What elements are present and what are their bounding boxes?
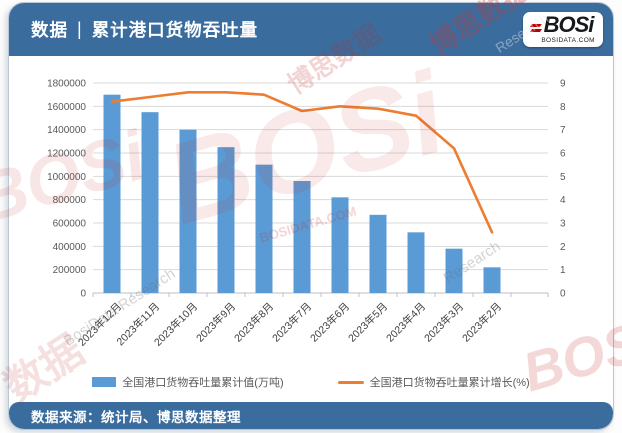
bosi-logo: BOSi BOSIDATA.COM <box>523 12 603 47</box>
report-card: 数据 | 累计港口货物吞吐量 BOSi BOSIDATA.COM 0 200000… <box>8 2 614 430</box>
left-axis-tick-label: 1200000 <box>47 149 86 160</box>
legend-bar-swatch-icon <box>92 377 117 387</box>
bar <box>407 232 425 293</box>
right-axis-tick-label: 4 <box>560 195 566 206</box>
x-axis-label: 2023年9月 <box>193 300 238 345</box>
right-axis-tick-label: 7 <box>560 125 566 136</box>
bar <box>483 267 501 293</box>
combo-chart: 0 200000 400000 600000 800000 1000000 1200000 1… <box>47 79 566 349</box>
page-title: 数据 | 累计港口货物吞吐量 <box>31 17 258 42</box>
right-axis-tick-label: 2 <box>560 242 566 253</box>
right-axis-tick-label: 5 <box>560 172 566 183</box>
right-axis-tick-label: 3 <box>560 219 566 230</box>
bar <box>331 197 349 293</box>
bar <box>369 214 387 293</box>
x-axis-label: 2023年3月 <box>421 300 466 345</box>
x-axis-label: 2023年6月 <box>307 300 352 345</box>
right-axis-tick-label: 6 <box>560 149 566 160</box>
left-axis-tick-label: 1600000 <box>47 102 86 113</box>
logo-site-text: BOSIDATA.COM <box>541 36 595 44</box>
legend-item-line-series: 全国港口货物吞吐量累计增长(%) <box>337 374 530 390</box>
x-axis-label: 2023年7月 <box>269 300 314 345</box>
bar <box>217 147 235 293</box>
title-separator: | <box>77 19 83 39</box>
left-axis-tick-label: 0 <box>80 289 86 300</box>
left-axis-tick-label: 400000 <box>53 242 87 253</box>
title-main: 累计港口货物吞吐量 <box>91 20 259 40</box>
right-axis-tick-label: 8 <box>560 102 566 113</box>
bar <box>141 112 159 293</box>
header-banner: 数据 | 累计港口货物吞吐量 BOSi BOSIDATA.COM <box>9 3 613 56</box>
left-axis-tick-label: 600000 <box>53 219 87 230</box>
left-axis-tick-label: 800000 <box>53 195 87 206</box>
right-axis-tick-label: 0 <box>560 289 566 300</box>
x-axis-label: 2023年4月 <box>383 300 428 345</box>
bar <box>445 248 463 293</box>
logo-row: BOSi <box>529 12 595 38</box>
logo-stripes-icon <box>529 23 542 32</box>
chart-legend: 全国港口货物吞吐量累计值(万吨) 全国港口货物吞吐量累计增长(%) <box>9 374 613 390</box>
bar <box>179 129 197 293</box>
x-axis-label: 2023年2月 <box>459 300 504 345</box>
x-axis-label: 2023年8月 <box>231 300 276 345</box>
bar <box>293 181 311 293</box>
data-source-text: 数据来源：统计局、博思数据整理 <box>31 409 241 425</box>
left-axis-tick-label: 1400000 <box>47 125 86 136</box>
legend-line-swatch-icon <box>337 380 364 384</box>
left-axis-tick-label: 200000 <box>53 265 87 276</box>
right-axis-tick-label: 1 <box>560 265 566 276</box>
chart-area: 0 200000 400000 600000 800000 1000000 1200000 1… <box>9 56 613 402</box>
left-axis-tick-label: 1000000 <box>47 172 86 183</box>
title-prefix: 数据 <box>31 20 68 40</box>
legend-bar-label: 全国港口货物吞吐量累计值(万吨) <box>122 377 284 389</box>
growth-line <box>110 91 494 234</box>
x-axis-label: 2023年5月 <box>345 300 390 345</box>
legend-line-label: 全国港口货物吞吐量累计增长(%) <box>369 377 530 389</box>
left-axis-tick-label: 1800000 <box>47 79 86 90</box>
right-axis-tick-label: 9 <box>560 79 566 90</box>
bar <box>103 94 121 293</box>
logo-wordmark: BOSi <box>543 12 595 38</box>
legend-item-bar-series: 全国港口货物吞吐量累计值(万吨) <box>92 374 284 390</box>
footer-bar: 数据来源：统计局、博思数据整理 <box>9 402 613 429</box>
bar <box>255 164 273 293</box>
